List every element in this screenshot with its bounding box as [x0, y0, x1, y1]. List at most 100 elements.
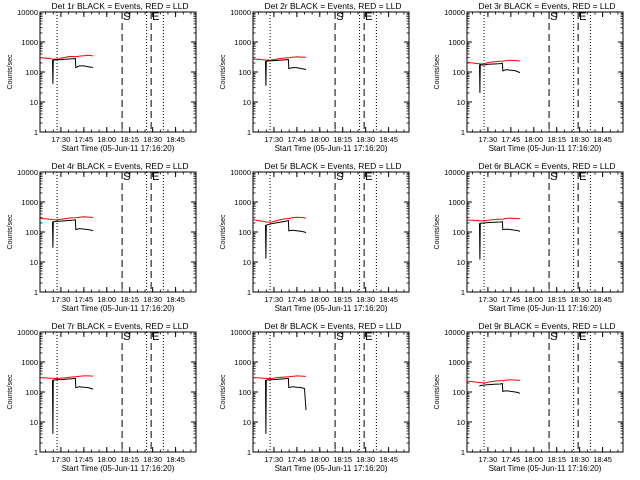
y-tick-label: 1 [34, 448, 38, 457]
marker-label: E [579, 331, 586, 343]
x-axis-label: Start Time (05-Jun-11 17:16:20) [62, 464, 175, 473]
x-tick-label: 18:00 [524, 295, 543, 304]
series-line-red [39, 375, 94, 380]
y-tick-label: 1 [461, 128, 465, 137]
x-tick-label: 18:15 [547, 135, 566, 144]
y-axis-label: Counts/sec [434, 374, 441, 410]
y-tick-label: 10 [243, 98, 251, 107]
x-tick-label: 18:15 [120, 295, 139, 304]
chart-panel-5: Det 5r BLACK = Events, RED = LLD 1 10 100 10… [220, 161, 410, 313]
x-axis-label: Start Time (05-Jun-11 17:16:20) [489, 304, 602, 313]
x-axis-label: Start Time (05-Jun-11 17:16:20) [275, 304, 388, 313]
y-tick-label: 100 [25, 68, 38, 77]
x-tick-label: 18:30 [356, 455, 375, 464]
series-line-red [466, 379, 521, 384]
y-tick-label: 1000 [21, 198, 38, 207]
chart-title: Det 5r BLACK = Events, RED = LLD [264, 161, 401, 171]
x-tick-label: 18:15 [547, 455, 566, 464]
x-tick-label: 17:45 [287, 135, 306, 144]
chart-title: Det 4r BLACK = Events, RED = LLD [51, 161, 188, 171]
y-tick-label: 1 [461, 448, 465, 457]
y-tick-label: 1000 [21, 358, 38, 367]
x-tick-label: 18:00 [524, 135, 543, 144]
x-tick-label: 17:30 [52, 135, 71, 144]
x-tick-label: 18:00 [524, 455, 543, 464]
x-tick-label: 18:45 [166, 455, 185, 464]
marker-label: S [550, 171, 557, 183]
x-axis-label: Start Time (05-Jun-11 17:16:20) [275, 464, 388, 473]
x-tick-label: 17:45 [501, 295, 520, 304]
chart-title: Det 3r BLACK = Events, RED = LLD [478, 1, 615, 11]
y-tick-label: 100 [238, 68, 251, 77]
y-tick-label: 10000 [444, 328, 465, 337]
x-tick-label: 18:30 [570, 135, 589, 144]
chart-panel-7: Det 7r BLACK = Events, RED = LLD 1 10 100 10… [7, 321, 197, 473]
x-tick-label: 18:00 [97, 295, 116, 304]
marker-label: S [550, 11, 557, 23]
y-tick-label: 10000 [444, 168, 465, 177]
x-tick-label: 18:00 [310, 295, 329, 304]
y-tick-label: 100 [25, 228, 38, 237]
y-tick-label: 1 [34, 288, 38, 297]
marker-label: S [550, 331, 557, 343]
x-tick-label: 17:45 [501, 455, 520, 464]
x-tick-label: 17:30 [479, 135, 498, 144]
series-line-black [265, 219, 307, 259]
chart-title: Det 2r BLACK = Events, RED = LLD [264, 1, 401, 11]
marker-label: E [365, 171, 372, 183]
y-tick-label: 10 [243, 258, 251, 267]
marker-label: E [365, 11, 372, 23]
y-tick-label: 1 [247, 128, 251, 137]
y-axis-label: Counts/sec [7, 374, 14, 410]
chart-panel-4: Det 4r BLACK = Events, RED = LLD 1 10 100 10… [7, 161, 197, 313]
x-tick-label: 17:45 [287, 295, 306, 304]
x-tick-label: 18:45 [379, 295, 398, 304]
y-tick-label: 1000 [21, 38, 38, 47]
chart-panel-2: Det 2r BLACK = Events, RED = LLD 1 10 100 10… [220, 1, 410, 153]
y-tick-label: 1000 [234, 358, 251, 367]
x-tick-label: 18:45 [379, 455, 398, 464]
x-tick-label: 17:45 [287, 455, 306, 464]
x-tick-label: 17:30 [265, 135, 284, 144]
y-tick-label: 1000 [234, 38, 251, 47]
y-tick-label: 10000 [230, 168, 251, 177]
marker-label: E [152, 11, 159, 23]
x-tick-label: 18:45 [166, 295, 185, 304]
x-tick-label: 18:15 [333, 295, 352, 304]
y-axis-label: Counts/sec [434, 214, 441, 250]
x-tick-label: 17:30 [479, 295, 498, 304]
marker-label: S [123, 171, 130, 183]
y-tick-label: 100 [452, 388, 465, 397]
x-tick-label: 17:45 [74, 455, 93, 464]
x-tick-label: 18:45 [593, 455, 612, 464]
y-tick-label: 1000 [448, 198, 465, 207]
marker-label: S [123, 11, 130, 23]
y-tick-label: 1 [247, 288, 251, 297]
series-line-black [52, 58, 94, 84]
marker-label: S [336, 331, 343, 343]
y-tick-label: 10 [243, 418, 251, 427]
chart-title: Det 9r BLACK = Events, RED = LLD [478, 321, 615, 331]
x-tick-label: 18:45 [379, 135, 398, 144]
y-tick-label: 10 [457, 258, 465, 267]
marker-label: E [152, 171, 159, 183]
y-tick-label: 10000 [230, 8, 251, 17]
x-tick-label: 18:00 [310, 455, 329, 464]
y-tick-label: 10000 [17, 168, 38, 177]
y-axis-label: Counts/sec [7, 214, 14, 250]
x-axis-label: Start Time (05-Jun-11 17:16:20) [62, 304, 175, 313]
marker-label: E [579, 171, 586, 183]
y-tick-label: 1000 [234, 198, 251, 207]
y-tick-label: 10000 [230, 328, 251, 337]
y-tick-label: 10000 [17, 328, 38, 337]
y-tick-label: 10 [30, 98, 38, 107]
x-tick-label: 17:30 [265, 455, 284, 464]
y-axis-label: Counts/sec [220, 374, 227, 410]
x-tick-label: 18:30 [570, 455, 589, 464]
series-line-black [52, 377, 94, 434]
series-line-red [252, 56, 307, 61]
y-tick-label: 10 [457, 98, 465, 107]
x-tick-label: 18:30 [143, 135, 162, 144]
